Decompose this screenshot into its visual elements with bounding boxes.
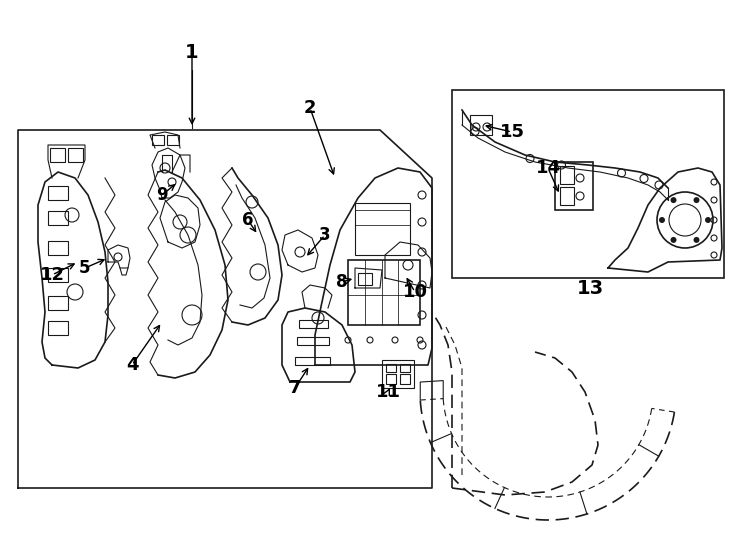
Circle shape — [694, 197, 700, 203]
Bar — [560, 187, 574, 205]
Bar — [48, 211, 68, 225]
Bar — [48, 186, 68, 200]
Text: 2: 2 — [304, 99, 316, 117]
Text: 8: 8 — [336, 273, 348, 291]
Bar — [386, 364, 396, 372]
Circle shape — [705, 217, 711, 223]
Text: 13: 13 — [576, 279, 603, 298]
Bar — [299, 320, 328, 328]
Text: 10: 10 — [402, 283, 427, 301]
Bar — [400, 364, 410, 372]
Bar — [48, 268, 68, 282]
Text: 12: 12 — [40, 266, 65, 284]
Text: 1: 1 — [185, 43, 199, 62]
Bar — [470, 115, 492, 135]
Text: 15: 15 — [500, 123, 525, 141]
Text: 9: 9 — [156, 186, 168, 204]
Circle shape — [659, 217, 665, 223]
Bar — [297, 337, 329, 345]
Bar — [348, 260, 420, 325]
Text: 5: 5 — [79, 259, 91, 277]
Bar — [560, 166, 574, 184]
Circle shape — [670, 237, 677, 243]
Text: 6: 6 — [242, 211, 254, 229]
Text: 4: 4 — [126, 356, 138, 374]
Bar — [386, 374, 396, 384]
Text: 14: 14 — [536, 159, 561, 177]
Bar — [48, 241, 68, 255]
Bar — [167, 135, 179, 145]
Circle shape — [670, 197, 677, 203]
Bar — [295, 357, 330, 365]
Bar — [452, 90, 724, 278]
Bar — [152, 135, 164, 145]
Bar — [382, 360, 414, 388]
Bar — [68, 148, 83, 162]
Bar — [48, 321, 68, 335]
Circle shape — [694, 237, 700, 243]
Bar — [355, 203, 410, 255]
Bar — [50, 148, 65, 162]
Text: 7: 7 — [288, 379, 301, 397]
Bar — [400, 374, 410, 384]
Text: 3: 3 — [319, 226, 331, 244]
Bar — [555, 162, 593, 210]
Bar — [48, 296, 68, 310]
Text: 11: 11 — [376, 383, 401, 401]
Bar — [358, 273, 372, 285]
